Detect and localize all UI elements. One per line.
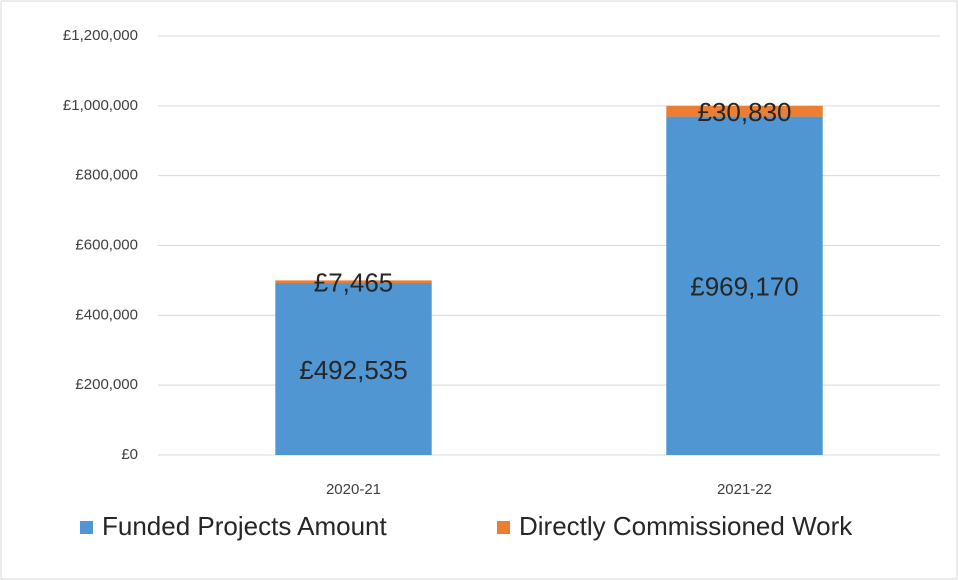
legend-label: Funded Projects Amount bbox=[102, 511, 387, 541]
y-tick-label: £200,000 bbox=[75, 376, 138, 393]
x-tick-label: 2020-21 bbox=[326, 481, 381, 498]
bar-segment bbox=[275, 280, 432, 284]
legend-swatch bbox=[80, 521, 93, 534]
data-label: £492,535 bbox=[299, 355, 407, 385]
y-tick-label: £400,000 bbox=[75, 306, 138, 323]
y-tick-label: £0 bbox=[121, 446, 138, 463]
legend-swatch bbox=[497, 521, 510, 534]
legend-label: Directly Commissioned Work bbox=[519, 511, 853, 541]
data-label: £969,170 bbox=[690, 272, 798, 302]
y-tick-label: £1,200,000 bbox=[63, 27, 138, 44]
data-label: £30,830 bbox=[698, 97, 792, 127]
y-tick-label: £600,000 bbox=[75, 236, 138, 253]
data-label: £7,465 bbox=[314, 268, 394, 298]
x-tick-label: 2021-22 bbox=[717, 481, 772, 498]
y-tick-label: £1,000,000 bbox=[63, 97, 138, 114]
bar-segment bbox=[666, 116, 823, 455]
y-tick-label: £800,000 bbox=[75, 167, 138, 184]
bar-segment bbox=[275, 283, 432, 455]
bar-segment bbox=[666, 105, 823, 117]
